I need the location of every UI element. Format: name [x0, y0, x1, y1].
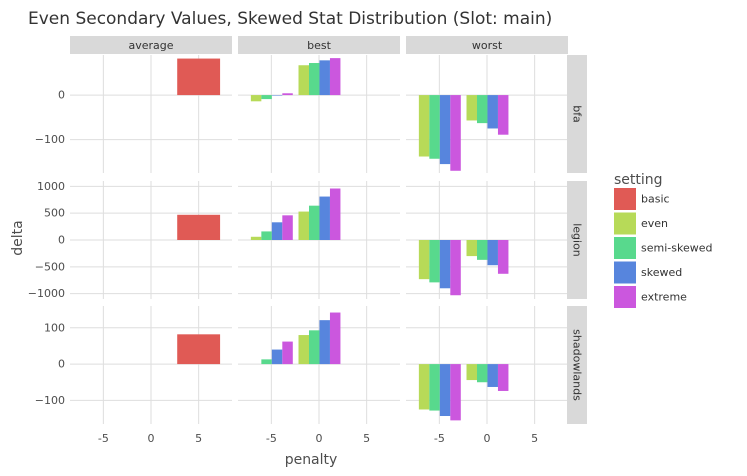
bar-basic-legion-average: [177, 214, 221, 240]
y-tick-label: −100: [35, 133, 65, 146]
legend-key-semi-skewed: [614, 237, 636, 259]
bar-even-bfa-best: [298, 65, 309, 96]
bar-even-shadowlands-worst: [466, 364, 477, 381]
bar-even-legion-worst: [466, 240, 477, 257]
legend-label: skewed: [641, 266, 682, 279]
facet-strip-label: average: [128, 39, 173, 52]
bar-semi-skewed-legion-best: [308, 205, 320, 240]
bar-extreme-legion-best: [329, 188, 341, 240]
legend-key-even: [614, 212, 636, 235]
bar-even-bfa-worst: [418, 95, 430, 157]
bar-extreme-legion-worst: [450, 240, 461, 296]
bar-even-legion-best: [298, 211, 309, 240]
bar-skewed-shadowlands-best: [319, 320, 330, 365]
bar-even-bfa-best: [250, 95, 262, 102]
x-tick-label: 0: [148, 432, 155, 445]
y-tick-label: −500: [35, 260, 65, 273]
x-tick-label: 0: [484, 432, 491, 445]
facet-strip-label: worst: [472, 39, 503, 52]
y-tick-label: 0: [58, 358, 65, 371]
legend-label: extreme: [641, 291, 687, 304]
bar-semi-skewed-shadowlands-best: [261, 359, 272, 365]
bar-skewed-legion-worst: [439, 240, 451, 289]
y-axis-title: delta: [10, 220, 26, 255]
facet-strip-label: legion: [571, 223, 584, 257]
bar-skewed-bfa-best: [319, 60, 330, 96]
bar-semi-skewed-shadowlands-worst: [476, 364, 488, 383]
bar-skewed-shadowlands-best: [271, 349, 283, 365]
x-tick-label: 5: [195, 432, 202, 445]
legend-key-skewed: [614, 261, 636, 284]
facet-strip-bfa: [567, 55, 587, 173]
bar-extreme-shadowlands-worst: [450, 364, 461, 421]
bar-semi-skewed-legion-best: [261, 231, 272, 240]
bar-skewed-shadowlands-worst: [439, 364, 451, 417]
bar-semi-skewed-legion-worst: [476, 240, 488, 260]
y-tick-label: 1000: [37, 180, 65, 193]
bar-extreme-bfa-best: [329, 58, 341, 96]
facet-strip-legion: [567, 181, 587, 299]
legend-label: semi-skewed: [641, 242, 712, 255]
legend: setting basic even semi-skewed skewed extrem…: [614, 172, 712, 308]
bar-skewed-legion-worst: [487, 240, 498, 266]
facet-strip-worst: [406, 36, 568, 54]
facet-strip-label: best: [307, 39, 331, 52]
x-axis-title: penalty: [285, 452, 338, 468]
bar-semi-skewed-legion-worst: [429, 240, 440, 283]
bar-even-shadowlands-best: [298, 335, 309, 365]
x-tick-label: 0: [316, 432, 323, 445]
bar-skewed-shadowlands-worst: [487, 364, 498, 387]
bar-basic-bfa-average: [177, 58, 221, 96]
bar-even-shadowlands-worst: [418, 364, 430, 410]
bar-skewed-bfa-worst: [487, 95, 498, 129]
x-tick-label: -5: [266, 432, 277, 445]
bar-even-legion-best: [250, 236, 262, 240]
bar-semi-skewed-shadowlands-best: [308, 330, 320, 365]
panels-layer: average best worst bfa legion shadowlands 0 −10…: [28, 36, 587, 445]
bar-even-bfa-worst: [466, 95, 477, 121]
bar-semi-skewed-bfa-best: [308, 63, 320, 96]
bar-skewed-bfa-best: [271, 95, 283, 96]
x-tick-label: -5: [98, 432, 109, 445]
y-tick-label: 0: [58, 89, 65, 102]
y-tick-label: 500: [44, 207, 65, 220]
bar-semi-skewed-bfa-worst: [476, 95, 488, 124]
bar-even-legion-worst: [418, 240, 430, 280]
bar-extreme-bfa-worst: [450, 95, 461, 171]
bar-basic-shadowlands-average: [177, 334, 221, 365]
bar-extreme-shadowlands-worst: [497, 364, 509, 391]
bar-extreme-legion-worst: [497, 240, 509, 274]
y-tick-label: 0: [58, 234, 65, 247]
bar-semi-skewed-bfa-best: [261, 95, 272, 100]
bar-extreme-shadowlands-best: [329, 312, 341, 365]
facet-strip-label: shadowlands: [571, 329, 584, 401]
bar-skewed-legion-best: [319, 196, 330, 240]
x-tick-label: -5: [434, 432, 445, 445]
bar-semi-skewed-shadowlands-worst: [429, 364, 440, 411]
legend-label: basic: [641, 193, 670, 206]
facet-strip-average: [70, 36, 232, 54]
bar-skewed-bfa-worst: [439, 95, 451, 165]
facet-strip-label: bfa: [571, 105, 584, 123]
y-tick-label: −100: [35, 394, 65, 407]
bar-semi-skewed-bfa-worst: [429, 95, 440, 159]
bar-skewed-legion-best: [271, 222, 283, 240]
x-tick-label: 5: [363, 432, 370, 445]
x-tick-label: 5: [531, 432, 538, 445]
legend-title: setting: [614, 172, 663, 188]
chart-title: Even Secondary Values, Skewed Stat Distr…: [28, 9, 552, 29]
bar-extreme-bfa-best: [282, 93, 293, 96]
bar-extreme-shadowlands-best: [282, 341, 293, 365]
facet-strip-best: [238, 36, 400, 54]
legend-label: even: [641, 217, 668, 230]
facet-strip-shadowlands: [567, 306, 587, 424]
y-tick-label: 100: [44, 321, 65, 334]
legend-key-basic: [614, 188, 636, 210]
bar-extreme-bfa-worst: [497, 95, 509, 135]
bar-extreme-legion-best: [282, 215, 293, 240]
y-tick-label: −1000: [28, 287, 65, 300]
legend-key-extreme: [614, 286, 636, 308]
